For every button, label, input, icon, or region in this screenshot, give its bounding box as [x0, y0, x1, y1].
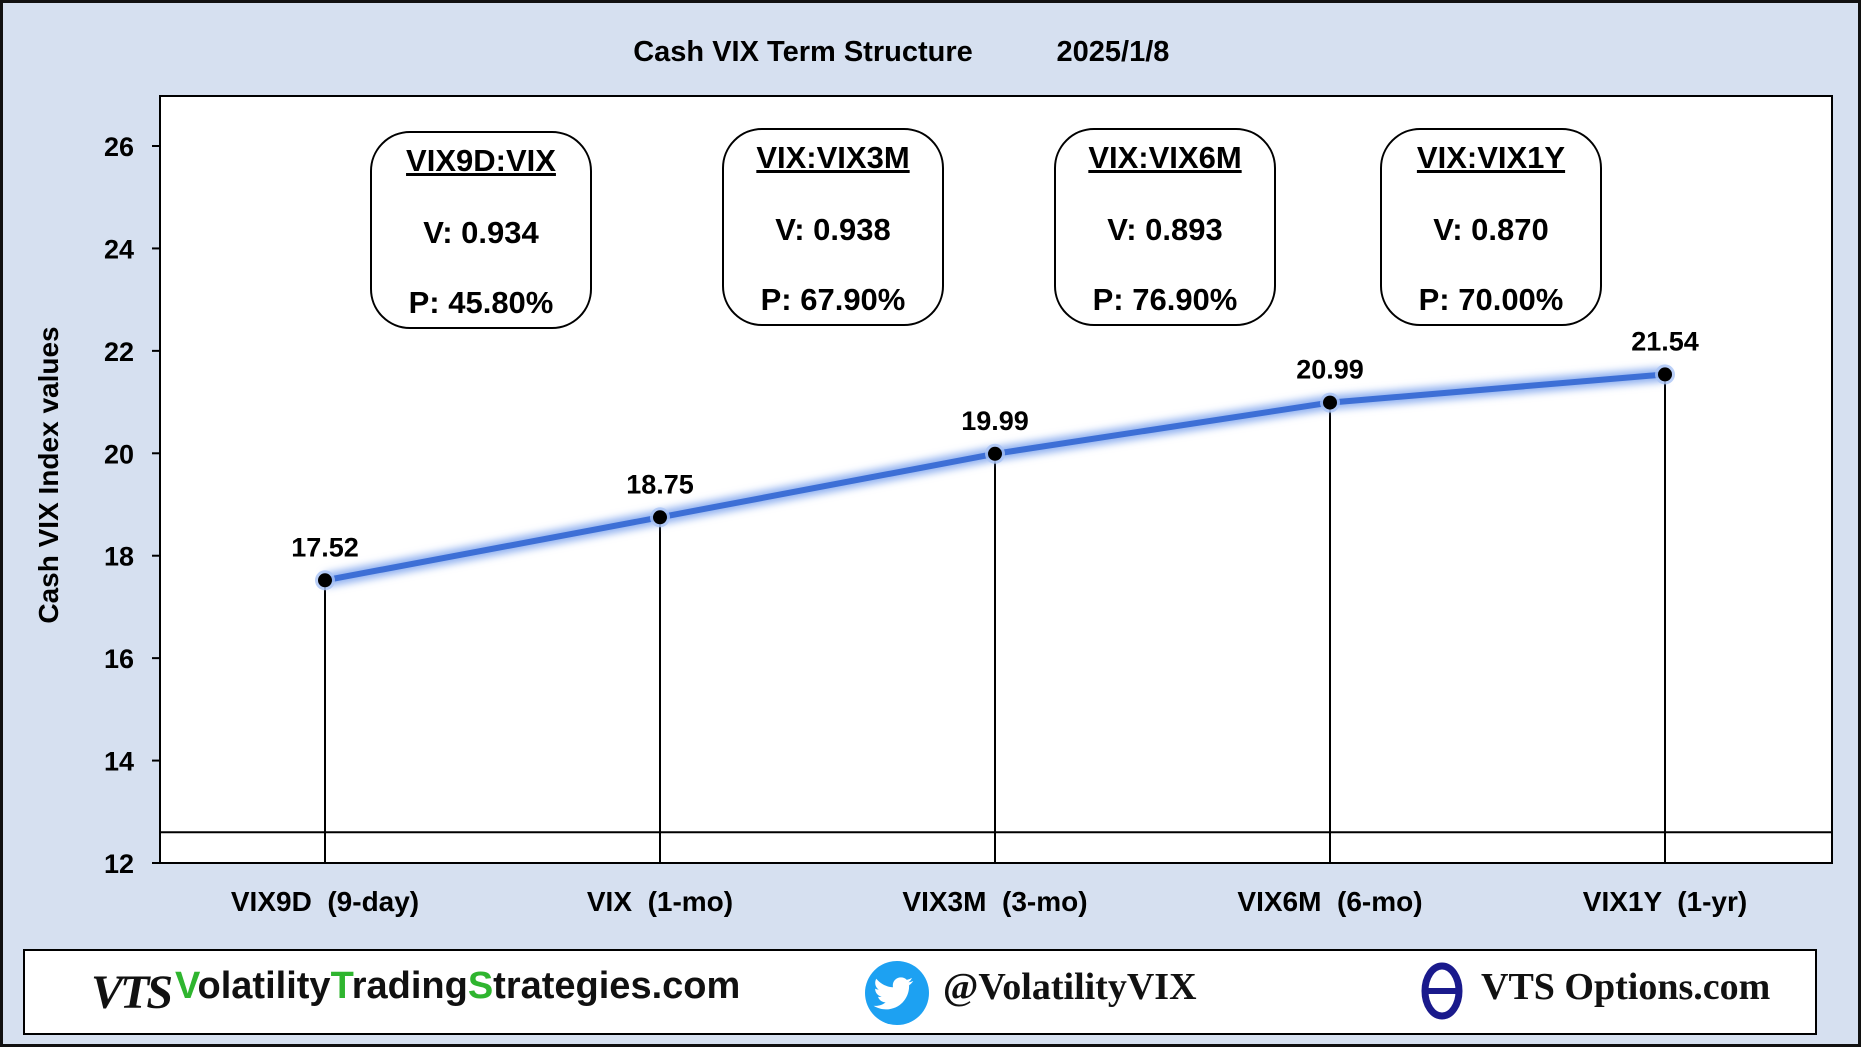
x-axis-ticks: VIX9D (9-day) VIX (1-mo) VIX3M (3-mo) VIX6M… [231, 886, 1747, 917]
chart-date: 2025/1/8 [1057, 36, 1170, 68]
drop-lines [324, 374, 1666, 863]
y-tick-label: 16 [104, 644, 134, 674]
website-link[interactable]: VolatilityTradingStrategies.com [175, 965, 740, 1008]
data-point [1323, 395, 1337, 410]
y-tick-label: 12 [104, 849, 134, 879]
brand-part: rading [351, 965, 468, 1007]
data-point [318, 573, 332, 588]
twitter-icon[interactable] [865, 961, 929, 1025]
ratio-value: V: 0.934 [423, 215, 539, 250]
x-tick-label: VIX9D (9-day) [231, 886, 419, 917]
ratio-title: VIX:VIX3M [756, 140, 910, 175]
x-tick-label: VIX (1-mo) [587, 886, 733, 917]
ratio-title: VIX:VIX6M [1088, 140, 1242, 175]
data-label: 20.99 [1296, 355, 1364, 385]
ratio-percentile: P: 70.00% [1418, 282, 1564, 317]
data-points [315, 364, 1675, 591]
ratio-box-vix-vix6m: VIX:VIX6M V: 0.893 P: 76.90% [1054, 128, 1276, 326]
brand-part: S [467, 965, 494, 1007]
brand-part: olatility [197, 965, 331, 1007]
y-tick-label: 26 [104, 132, 134, 162]
ratio-percentile: P: 45.80% [408, 285, 554, 320]
ratio-title: VIX9D:VIX [406, 143, 556, 178]
y-axis-label: Cash VIX Index values [33, 326, 64, 623]
ratio-value: V: 0.870 [1433, 212, 1549, 247]
data-point [988, 446, 1002, 461]
x-tick-label: VIX3M (3-mo) [902, 886, 1087, 917]
x-tick-label: VIX1Y (1-yr) [1583, 886, 1747, 917]
ratio-box-vix-vix1y: VIX:VIX1Y V: 0.870 P: 70.00% [1380, 128, 1602, 326]
vts-logo: VTS [91, 966, 173, 1019]
brand-part: T [330, 965, 352, 1007]
data-label: 19.99 [961, 406, 1029, 436]
ratio-value: V: 0.938 [775, 212, 891, 247]
options-site-link[interactable]: VTS Options.com [1481, 966, 1771, 1008]
y-tick-label: 24 [104, 234, 134, 264]
y-tick-label: 20 [104, 439, 134, 469]
y-tick-label: 14 [104, 747, 134, 777]
data-label: 18.75 [626, 469, 694, 499]
data-label: 17.52 [291, 532, 359, 562]
ratio-title: VIX:VIX1Y [1416, 140, 1566, 175]
ratio-percentile: P: 67.90% [760, 282, 906, 317]
theta-icon [1420, 961, 1464, 1021]
chart-title: Cash VIX Term Structure [633, 36, 973, 68]
ratio-box-vix-vix3m: VIX:VIX3M V: 0.938 P: 67.90% [722, 128, 944, 326]
y-tick-label: 18 [104, 542, 134, 572]
brand-part: V [175, 965, 198, 1007]
footer-banner: VTS VolatilityTradingStrategies.com @Vol… [23, 949, 1817, 1035]
data-label: 21.54 [1631, 326, 1699, 356]
ratio-percentile: P: 76.90% [1092, 282, 1238, 317]
data-point [1658, 367, 1672, 382]
y-axis-ticks: 12 14 16 18 20 22 24 26 [104, 132, 160, 879]
ratio-box-vix9d-vix: VIX9D:VIX V: 0.934 P: 45.80% [370, 131, 592, 329]
x-tick-label: VIX6M (6-mo) [1237, 886, 1422, 917]
brand-part: trategies.com [493, 965, 741, 1007]
data-point [653, 510, 667, 525]
y-tick-label: 22 [104, 337, 134, 367]
twitter-handle[interactable]: @VolatilityVIX [943, 966, 1197, 1008]
data-labels: 17.52 18.75 19.99 20.99 21.54 [291, 326, 1699, 562]
ratio-value: V: 0.893 [1107, 212, 1223, 247]
